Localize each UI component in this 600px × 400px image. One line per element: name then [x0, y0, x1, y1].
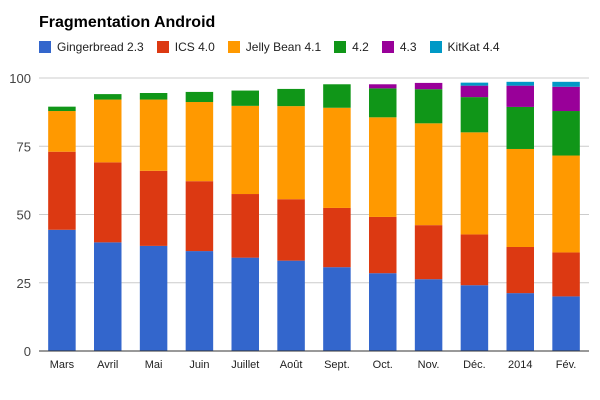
bar-segment[interactable] [48, 229, 76, 351]
x-tick-label: Juin [189, 359, 209, 371]
chart-title: Fragmentation Android [39, 14, 216, 31]
bar-segment[interactable] [48, 111, 76, 152]
bar-segment[interactable] [460, 85, 489, 98]
x-tick-label: Sept. [324, 359, 350, 371]
x-tick-label: 2014 [508, 359, 532, 371]
legend-item[interactable]: 4.3 [381, 40, 417, 54]
bar-segment[interactable] [94, 162, 122, 243]
legend-label: ICS 4.0 [174, 40, 215, 54]
bar-segment[interactable] [277, 106, 305, 200]
legend-swatch [381, 41, 394, 53]
bar-segment[interactable] [231, 194, 260, 258]
bar-segment[interactable] [323, 267, 351, 351]
bar-segment[interactable] [414, 89, 443, 124]
bar-segment[interactable] [414, 123, 443, 226]
legend-item[interactable]: 4.2 [334, 40, 369, 54]
bar-segment[interactable] [48, 106, 76, 112]
legend-label: 4.2 [352, 40, 369, 54]
bar-segment[interactable] [323, 207, 351, 268]
bar-segment[interactable] [460, 285, 489, 351]
x-tick-label: Fév. [556, 359, 577, 371]
bar-segment[interactable] [414, 279, 443, 351]
y-tick-label: 25 [17, 276, 31, 291]
y-tick-label: 0 [24, 344, 31, 359]
legend-swatch [39, 41, 51, 53]
bar-segment[interactable] [552, 86, 580, 112]
bar-segment[interactable] [506, 85, 535, 107]
bar-segment[interactable] [277, 260, 305, 351]
x-tick-label: Mars [50, 359, 75, 371]
bar-segment[interactable] [506, 148, 535, 247]
bar-segment[interactable] [460, 82, 489, 86]
x-tick-label: Juillet [231, 359, 259, 371]
y-tick-label: 75 [17, 139, 31, 154]
legend-label: Jelly Bean 4.1 [245, 40, 322, 54]
bar-segment[interactable] [369, 117, 397, 217]
legend-item[interactable]: KitKat 4.4 [429, 40, 500, 54]
bar-segment[interactable] [369, 84, 397, 89]
bar-segment[interactable] [185, 181, 214, 252]
bar-segment[interactable] [48, 151, 76, 230]
bar-segment[interactable] [323, 84, 351, 108]
bar-segment[interactable] [552, 155, 580, 253]
x-tick-label: Déc. [463, 359, 486, 371]
bar-segment[interactable] [231, 257, 260, 351]
bar-segment[interactable] [369, 88, 397, 118]
bar-segment[interactable] [460, 132, 489, 235]
x-tick-label: Avril [97, 359, 118, 371]
bar-segment[interactable] [94, 94, 122, 100]
bar-segment[interactable] [185, 251, 214, 351]
bar-segment[interactable] [231, 105, 260, 195]
bar-segment[interactable] [277, 199, 305, 261]
bar-segment[interactable] [139, 99, 168, 171]
bar-segment[interactable] [552, 252, 580, 297]
legend-label: KitKat 4.4 [447, 40, 500, 54]
bar-segment[interactable] [414, 82, 443, 90]
bar-segment[interactable] [369, 273, 397, 351]
x-tick-label: Mai [145, 359, 163, 371]
legend-label: Gingerbread 2.3 [57, 40, 144, 54]
chart-legend: Gingerbread 2.3 ICS 4.0 Jelly Bean 4.1 4.2 4… [39, 39, 513, 55]
bar-segment[interactable] [231, 90, 260, 106]
bar-segment[interactable] [552, 111, 580, 156]
bar-segment[interactable] [139, 93, 168, 100]
bar-segment[interactable] [414, 225, 443, 280]
legend-item[interactable]: ICS 4.0 [156, 40, 215, 54]
bar-segment[interactable] [506, 106, 535, 149]
bar-segment[interactable] [552, 81, 580, 87]
bar-segment[interactable] [185, 102, 214, 182]
bar-segment[interactable] [506, 81, 535, 86]
bar-segment[interactable] [552, 296, 580, 351]
legend-swatch [429, 41, 442, 53]
x-tick-label: Oct. [373, 359, 393, 371]
legend-swatch [156, 41, 169, 53]
x-tick-label: Nov. [418, 359, 440, 371]
y-tick-label: 100 [9, 71, 31, 86]
bar-segment[interactable] [506, 246, 535, 294]
bar-segment[interactable] [369, 216, 397, 274]
bar-segment[interactable] [139, 170, 168, 246]
legend-swatch [227, 41, 240, 53]
bar-segment[interactable] [460, 97, 489, 133]
legend-item[interactable]: Gingerbread 2.3 [39, 40, 144, 54]
legend-swatch [334, 41, 347, 53]
x-tick-label: Août [280, 359, 303, 371]
bar-segment[interactable] [94, 99, 122, 163]
bar-segment[interactable] [139, 245, 168, 351]
bar-segment[interactable] [277, 88, 305, 107]
bar-segment[interactable] [185, 91, 214, 103]
legend-item[interactable]: Jelly Bean 4.1 [227, 40, 322, 54]
y-tick-label: 50 [17, 208, 31, 223]
bar-segment[interactable] [460, 234, 489, 286]
bar-segment[interactable] [94, 242, 122, 351]
bar-segment[interactable] [506, 293, 535, 351]
bar-segment[interactable] [323, 107, 351, 208]
legend-label: 4.3 [399, 40, 417, 54]
